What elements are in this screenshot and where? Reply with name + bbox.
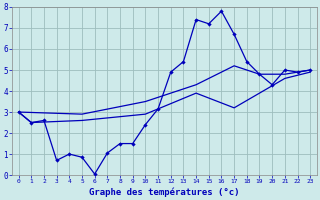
X-axis label: Graphe des températures (°c): Graphe des températures (°c) xyxy=(89,187,240,197)
